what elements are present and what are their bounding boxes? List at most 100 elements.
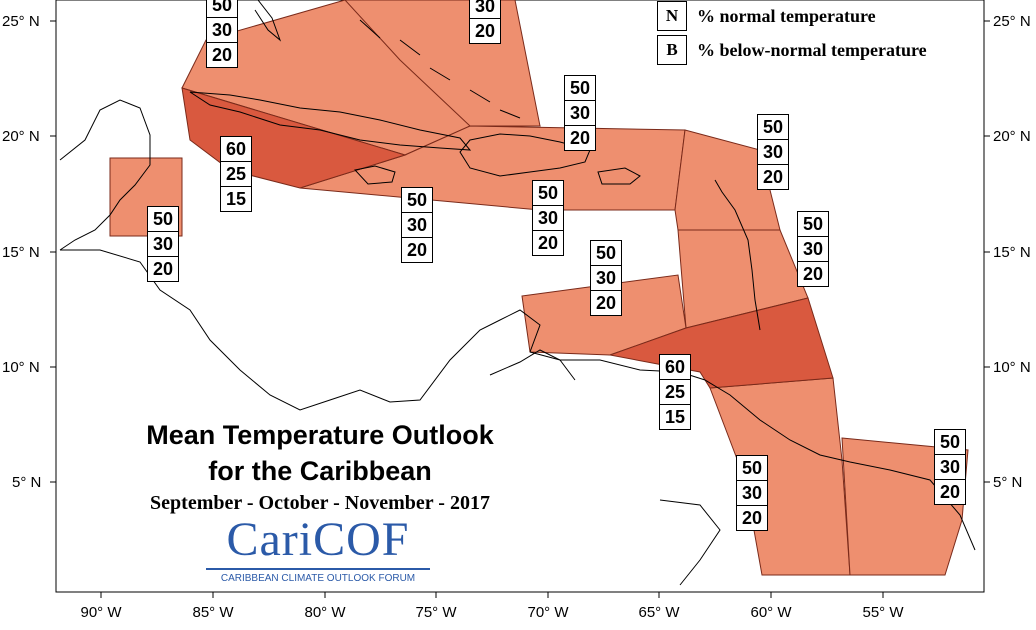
prob-normal: 30 — [798, 237, 828, 262]
prob-box-trinidad: 60 25 15 — [659, 354, 691, 430]
map-title-line2: for the Caribbean — [208, 456, 432, 486]
lat-label-15: 15° N — [2, 244, 40, 261]
prob-box-puerto-rico: 50 30 20 — [564, 75, 596, 151]
legend-key-b: B — [657, 35, 687, 65]
forecast-period: September - October - November - 2017 — [150, 492, 490, 514]
prob-box-cuba-jamaica: 60 25 15 — [220, 136, 252, 212]
lat-label-right-10: 10° N — [993, 359, 1031, 376]
yucatan-coast — [59, 99, 151, 251]
prob-normal: 30 — [737, 481, 767, 506]
hispaniola-coast — [459, 133, 591, 177]
legend-normal: N % normal temperature — [657, 1, 876, 31]
lon-label-90: 90° W — [80, 604, 122, 621]
pacific-coast — [659, 499, 721, 586]
logo-tagline: CARIBBEAN CLIMATE OUTLOOK FORUM — [220, 573, 416, 584]
cuba-coast — [189, 91, 472, 151]
lat-label-20: 20° N — [2, 128, 40, 145]
prob-above: 60 — [221, 137, 251, 162]
prob-normal: 30 — [565, 101, 595, 126]
prob-below: 20 — [741, 508, 763, 528]
lon-label-60: 60° W — [750, 604, 792, 621]
prob-normal: 30 — [533, 206, 563, 231]
coastlines — [59, 0, 976, 586]
prob-below: 20 — [474, 21, 496, 41]
prob-above: 50 — [591, 241, 621, 266]
prob-normal: 30 — [591, 266, 621, 291]
prob-normal: 30 — [935, 455, 965, 480]
legend-key-n: N — [657, 1, 687, 31]
prob-box-jamaica-south: 50 30 20 — [401, 187, 433, 263]
lon-label-55: 55° W — [862, 604, 904, 621]
prob-below: 20 — [595, 293, 617, 313]
prob-box-leeward: 50 30 20 — [757, 114, 789, 190]
prob-normal: 30 — [758, 140, 788, 165]
caricof-logo: CariCOF CARIBBEAN CLIMATE OUTLOOK FORUM — [198, 513, 438, 584]
prob-above: 50 — [798, 212, 828, 237]
prob-box-windward: 50 30 20 — [797, 211, 829, 287]
prob-below: 15 — [664, 407, 686, 427]
lon-label-70: 70° W — [527, 604, 569, 621]
central-america-coast — [60, 249, 541, 411]
florida-coast — [254, 0, 282, 42]
forecast-regions — [109, 0, 969, 576]
lat-label-right-25: 25° N — [993, 13, 1031, 30]
prob-below: 20 — [211, 45, 233, 65]
bahamas-islands — [359, 19, 521, 119]
logo-wordmark: CariCOF — [226, 513, 410, 566]
jamaica-coast — [354, 165, 396, 185]
logo-rule — [206, 568, 430, 570]
prob-normal: 30 — [148, 232, 178, 257]
prob-below: 20 — [569, 128, 591, 148]
lat-axis-right: 25° N 20° N 15° N 10° N 5° N — [984, 13, 1031, 491]
puerto-rico-coast — [597, 167, 641, 185]
prob-box-guyana: 50 30 20 — [736, 455, 768, 531]
lat-label-10: 10° N — [2, 359, 40, 376]
prob-below: 20 — [802, 264, 824, 284]
prob-below: 20 — [762, 167, 784, 187]
map-title-line1: Mean Temperature Outlook — [146, 420, 494, 450]
prob-above: 50 — [737, 456, 767, 481]
south-america-coast — [529, 351, 976, 551]
lon-label-75: 75° W — [415, 604, 457, 621]
prob-normal: 30 — [207, 18, 237, 43]
prob-below: 20 — [152, 259, 174, 279]
legend-below: B % below-normal temperature — [657, 35, 927, 65]
prob-above: 50 — [533, 181, 563, 206]
lon-label-85: 85° W — [192, 604, 234, 621]
lat-label-right-5: 5° N — [993, 474, 1022, 491]
prob-above: 50 — [207, 0, 237, 18]
prob-box-belize: 50 30 20 — [147, 206, 179, 282]
prob-normal: 30 — [470, 0, 500, 19]
lat-label-25: 25° N — [2, 13, 40, 30]
prob-above: 50 — [402, 188, 432, 213]
lat-label-right-15: 15° N — [993, 244, 1031, 261]
prob-above: 60 — [660, 355, 690, 380]
lat-axis-left: 25° N 20° N 15° N 10° N 5° N — [2, 13, 56, 491]
prob-below: 20 — [537, 233, 559, 253]
prob-above: 50 — [565, 76, 595, 101]
prob-box-bahamas-west: 50 30 20 — [206, 0, 238, 68]
lon-label-65: 65° W — [638, 604, 680, 621]
prob-normal: 25 — [660, 380, 690, 405]
prob-box-abc: 50 30 20 — [590, 240, 622, 316]
prob-normal: 30 — [402, 213, 432, 238]
prob-above: 50 — [935, 430, 965, 455]
lesser-antilles-coast — [714, 179, 761, 331]
prob-box-guianas: 50 30 20 — [934, 429, 966, 505]
panama-coast — [489, 349, 576, 381]
prob-box-hispaniola: 50 30 20 — [532, 180, 564, 256]
prob-normal: 25 — [221, 162, 251, 187]
prob-above: 50 — [758, 115, 788, 140]
lat-label-5: 5° N — [12, 474, 41, 491]
lat-label-right-20: 20° N — [993, 128, 1031, 145]
lon-label-80: 80° W — [304, 604, 346, 621]
prob-below: 20 — [406, 240, 428, 260]
prob-below: 20 — [939, 482, 961, 502]
legend-label-b: % below-normal temperature — [697, 39, 927, 60]
prob-box-bahamas-east: 50 30 20 — [469, 0, 501, 44]
prob-below: 15 — [225, 189, 247, 209]
legend-label-n: % normal temperature — [697, 5, 876, 26]
lon-axis: 90° W 85° W 80° W 75° W 70° W 65° W 60° … — [80, 592, 904, 621]
prob-above: 50 — [148, 207, 178, 232]
